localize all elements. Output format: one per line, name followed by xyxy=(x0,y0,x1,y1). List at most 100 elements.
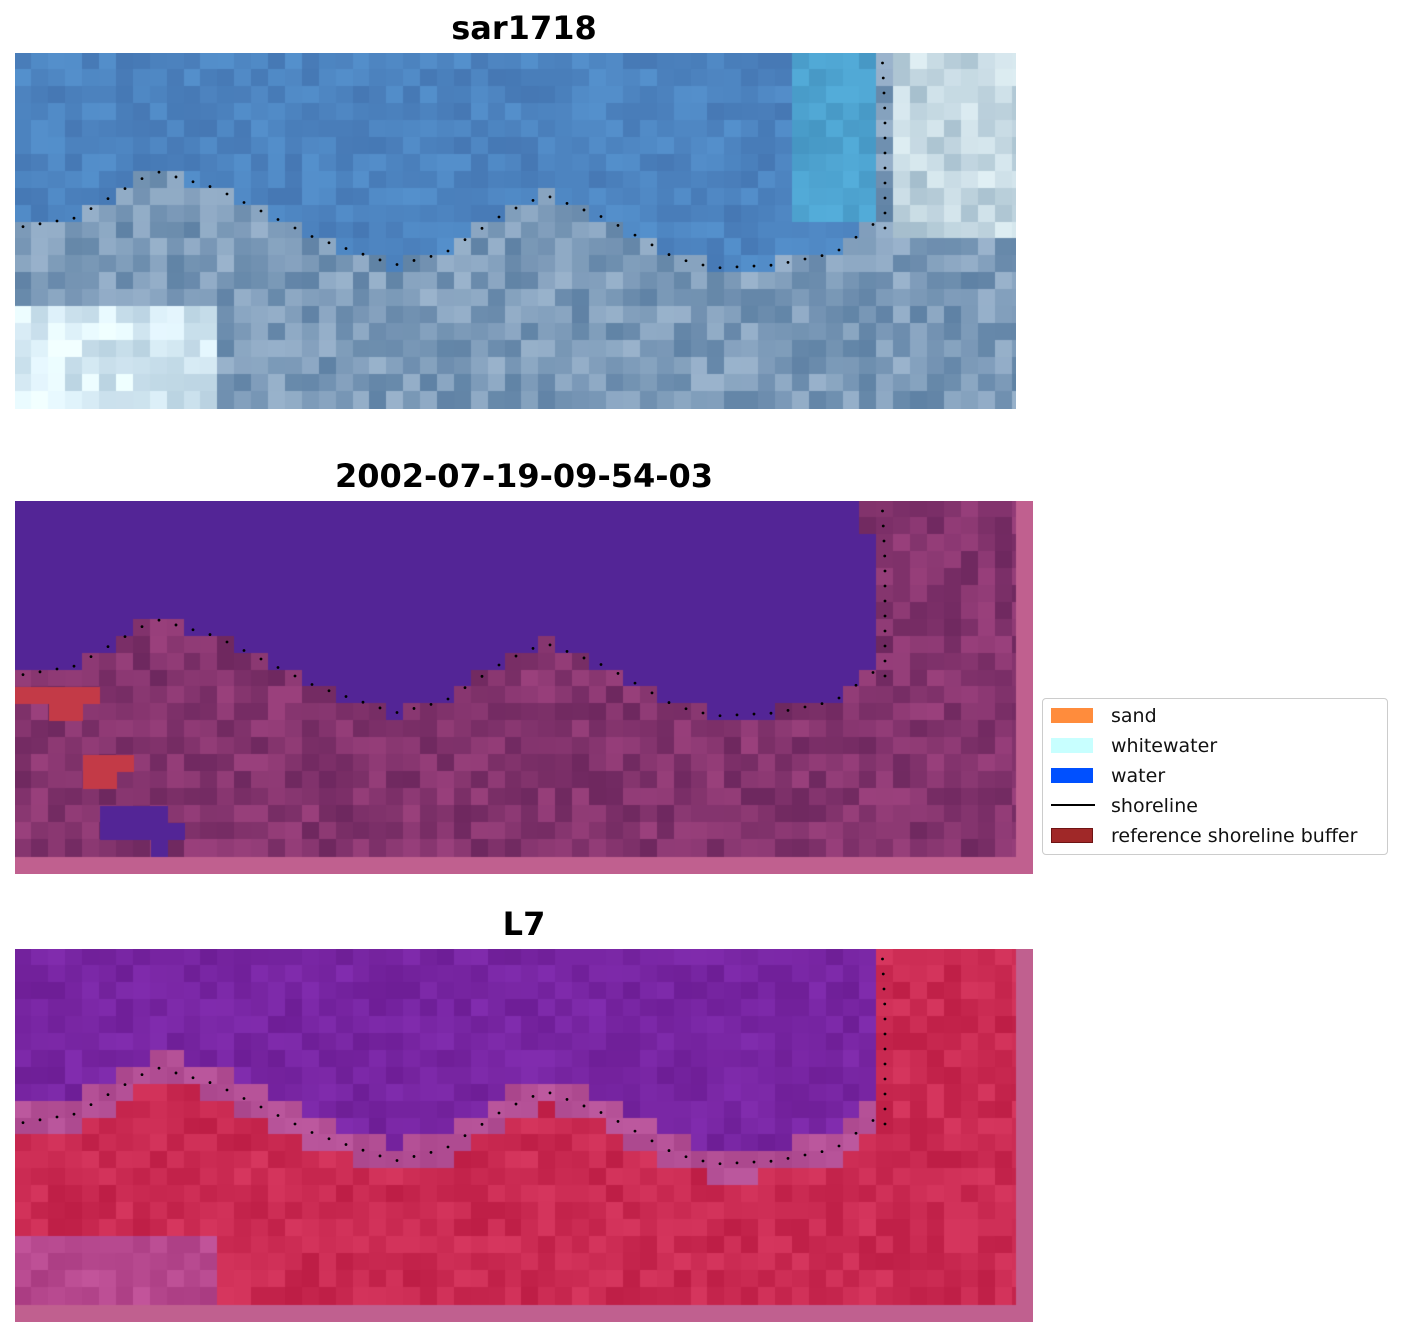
shoreline-point xyxy=(883,136,887,140)
sand-swatch xyxy=(1051,708,1093,723)
shoreline-point xyxy=(701,711,705,715)
shoreline-point xyxy=(881,509,884,513)
legend: sand whitewater water shoreline referenc… xyxy=(1042,698,1388,855)
shoreline-point xyxy=(599,215,603,218)
shoreline-point xyxy=(293,226,297,230)
shoreline-point xyxy=(883,121,887,125)
shoreline-point xyxy=(883,1107,887,1111)
shoreline-point xyxy=(480,226,484,230)
shoreline-point xyxy=(21,225,25,229)
shoreline-point xyxy=(883,1122,887,1126)
shoreline-point xyxy=(582,656,586,660)
shoreline-point xyxy=(881,61,884,65)
legend-item-water: water xyxy=(1051,764,1385,788)
shoreline-point xyxy=(883,659,887,663)
shoreline-point xyxy=(276,1114,280,1117)
legend-label-shoreline: shoreline xyxy=(1111,795,1198,817)
shoreline-point xyxy=(106,1093,110,1097)
shoreline-point xyxy=(881,972,885,976)
shoreline-point xyxy=(157,1066,161,1070)
shoreline-point xyxy=(883,614,887,618)
shoreline-point xyxy=(582,208,586,212)
shoreline-point xyxy=(327,241,331,245)
classified-image-panel xyxy=(15,501,1033,874)
shoreline-point xyxy=(327,1137,331,1141)
shoreline-point xyxy=(616,672,620,675)
whitewater-swatch xyxy=(1051,738,1093,753)
shoreline-point xyxy=(735,265,739,269)
shoreline-point xyxy=(293,674,297,678)
shoreline-point xyxy=(718,266,722,270)
shoreline-point xyxy=(123,187,127,191)
shoreline-point xyxy=(718,1162,722,1166)
shoreline-point xyxy=(463,238,467,242)
shoreline-point xyxy=(684,259,688,263)
shoreline-point xyxy=(883,584,887,588)
shoreline-point xyxy=(786,261,790,264)
shoreline-point xyxy=(882,987,886,991)
mndwi-image-panel xyxy=(15,949,1033,1322)
shoreline-point xyxy=(140,177,144,181)
shoreline-point xyxy=(242,201,246,204)
panel-title-l7: L7 xyxy=(502,905,546,943)
shoreline-point xyxy=(633,233,637,237)
shoreline-point xyxy=(565,202,569,205)
shoreline-point xyxy=(225,640,229,644)
shoreline-point xyxy=(259,209,263,213)
shoreline-point xyxy=(259,657,263,661)
legend-label-whitewater: whitewater xyxy=(1111,735,1218,757)
shoreline-point xyxy=(883,181,887,185)
shoreline-point xyxy=(769,1159,773,1163)
shoreline-point xyxy=(55,1115,59,1119)
legend-label-sand: sand xyxy=(1111,705,1157,727)
shoreline-point xyxy=(883,166,887,170)
shoreline-point xyxy=(803,257,807,261)
shoreline-point xyxy=(883,1017,887,1021)
shoreline-point xyxy=(650,243,654,247)
shoreline-point xyxy=(276,666,280,669)
shoreline-point xyxy=(650,691,654,695)
shoreline-point xyxy=(191,628,195,632)
shoreline-point xyxy=(701,263,705,267)
shoreline-point xyxy=(395,711,399,714)
panel-title-rgb: sar1718 xyxy=(451,9,597,47)
shoreline-point xyxy=(684,707,688,711)
legend-label-buffer: reference shoreline buffer xyxy=(1111,825,1358,847)
shoreline-point xyxy=(837,1144,841,1148)
shoreline-point xyxy=(548,643,552,647)
shoreline-overlay-classified xyxy=(21,509,887,718)
shoreline-point xyxy=(38,222,42,226)
water-swatch xyxy=(1051,768,1093,783)
shoreline-point xyxy=(752,264,756,268)
shoreline-point xyxy=(883,1092,887,1096)
shoreline-point xyxy=(395,1159,399,1162)
shoreline-point xyxy=(820,1150,824,1153)
shoreline-point xyxy=(361,700,365,704)
shoreline-point xyxy=(599,663,603,666)
shoreline-point xyxy=(480,1122,484,1126)
shoreline-point xyxy=(883,211,887,215)
shoreline-point xyxy=(157,618,161,622)
shoreline-point xyxy=(412,707,416,710)
shoreline-point xyxy=(276,218,280,221)
shoreline-point xyxy=(21,673,25,677)
shoreline-point xyxy=(225,1088,229,1092)
shoreline-point xyxy=(633,681,637,685)
shoreline-point xyxy=(803,705,807,709)
shoreline-point xyxy=(718,714,722,718)
shoreline-point xyxy=(72,1112,76,1116)
shoreline-point xyxy=(140,1073,144,1077)
shoreline-point xyxy=(429,254,433,258)
buffer-swatch xyxy=(1051,828,1093,843)
shoreline-point xyxy=(497,1111,501,1115)
shoreline-overlay-rgb xyxy=(21,61,887,270)
shoreline-point xyxy=(548,195,552,199)
shoreline-point xyxy=(446,697,450,701)
shoreline-point xyxy=(191,1076,195,1080)
shoreline-point xyxy=(531,1095,535,1098)
shoreline-point xyxy=(883,196,887,200)
shoreline-point xyxy=(123,635,127,639)
shoreline-point xyxy=(412,259,416,262)
shoreline-point xyxy=(446,1145,450,1149)
shoreline-point xyxy=(582,1104,586,1108)
